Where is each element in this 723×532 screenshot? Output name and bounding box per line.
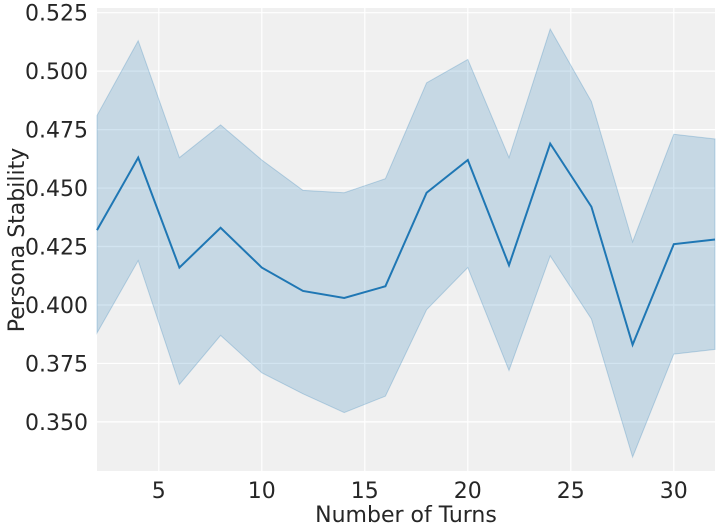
y-tick-label: 0.500 <box>25 60 88 85</box>
x-axis-label: Number of Turns <box>315 503 497 528</box>
y-tick-label: 0.350 <box>25 411 88 436</box>
x-tick-label: 25 <box>557 479 585 504</box>
x-tick-label: 15 <box>351 479 379 504</box>
y-tick-label: 0.375 <box>25 352 88 377</box>
x-tick-labels: 5 10 15 20 25 30 <box>152 479 688 504</box>
x-tick-label: 30 <box>660 479 688 504</box>
x-tick-label: 5 <box>152 479 166 504</box>
series-line <box>96 141 716 348</box>
x-tick-label: 20 <box>454 479 482 504</box>
confidence-band <box>96 27 716 459</box>
y-tick-label: 0.425 <box>25 236 88 261</box>
y-axis-label: Persona Stability <box>5 148 30 332</box>
y-tick-labels: 0.350 0.375 0.400 0.425 0.450 0.475 0.500 0.525 <box>25 2 88 436</box>
y-tick-label: 0.525 <box>25 2 88 27</box>
x-tick-label: 10 <box>248 479 276 504</box>
grid-lines <box>97 8 715 471</box>
y-tick-label: 0.400 <box>25 294 88 319</box>
y-tick-label: 0.475 <box>25 119 88 144</box>
y-tick-label: 0.450 <box>25 177 88 202</box>
